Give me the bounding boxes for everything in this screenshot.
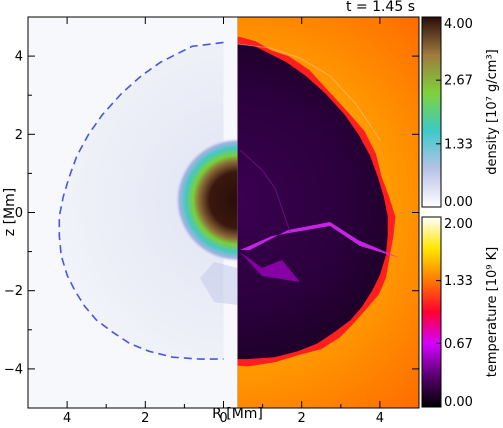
hot-filament-lower bbox=[240, 252, 300, 282]
x-tick-label: 2 bbox=[141, 411, 149, 426]
density-region bbox=[59, 42, 224, 360]
density-core bbox=[175, 138, 238, 262]
colorbar-tick-label: 4.00 bbox=[444, 17, 473, 32]
colorbar-temperature-label: temperature [10⁹ K] bbox=[485, 247, 500, 377]
colorbar-density-label: density [10⁷ g/cm³] bbox=[485, 49, 500, 174]
shock-front-contour bbox=[58, 41, 224, 360]
y-tick-label: −2 bbox=[4, 284, 23, 299]
density-panel bbox=[28, 17, 238, 408]
x-tick-label: 2 bbox=[298, 411, 306, 426]
colorbar-temperature-gradient bbox=[421, 216, 442, 408]
x-tick-label: 4 bbox=[376, 411, 384, 426]
plot-area bbox=[28, 17, 419, 408]
x-tick-label: 4 bbox=[63, 411, 71, 426]
time-label: t = 1.45 s bbox=[346, 0, 415, 15]
colorbar-tick-label: 1.33 bbox=[444, 137, 473, 152]
temperature-panel bbox=[237, 17, 419, 408]
x-axis: 4 2 0 2 4 bbox=[27, 17, 420, 426]
rim-highlight bbox=[237, 43, 381, 141]
colorbar-density-gradient bbox=[421, 16, 442, 208]
x-axis-label: R [Mm] bbox=[212, 406, 263, 422]
colorbar-tick-label: 0.67 bbox=[444, 337, 473, 352]
colorbar-tick-label: 1.33 bbox=[444, 274, 473, 289]
inner-shock-line bbox=[239, 149, 291, 233]
y-axis-label: z [Mm] bbox=[2, 188, 18, 236]
y-tick-label: 0 bbox=[15, 206, 23, 221]
colorbar-density: 0.00 1.33 2.67 4.00 density [10⁷ g/cm³] bbox=[421, 16, 500, 210]
colorbar-tick-label: 0.00 bbox=[444, 395, 473, 410]
colorbar-temperature: 0.00 0.67 1.33 2.00 temperature [10⁹ K] bbox=[421, 216, 500, 410]
colorbar-tick-label: 0.00 bbox=[444, 195, 473, 210]
temperature-region bbox=[237, 44, 388, 360]
colorbar-tick-label: 2.67 bbox=[444, 74, 473, 89]
y-tick-label: −4 bbox=[4, 362, 23, 377]
x-tick-label: 0 bbox=[219, 411, 227, 426]
density-lower-lobe bbox=[200, 262, 238, 305]
y-tick-label: 2 bbox=[15, 128, 23, 143]
y-tick-label: 4 bbox=[15, 50, 23, 65]
y-axis: −4 −2 0 2 4 bbox=[4, 16, 419, 409]
colorbar-tick-label: 2.00 bbox=[444, 217, 473, 232]
